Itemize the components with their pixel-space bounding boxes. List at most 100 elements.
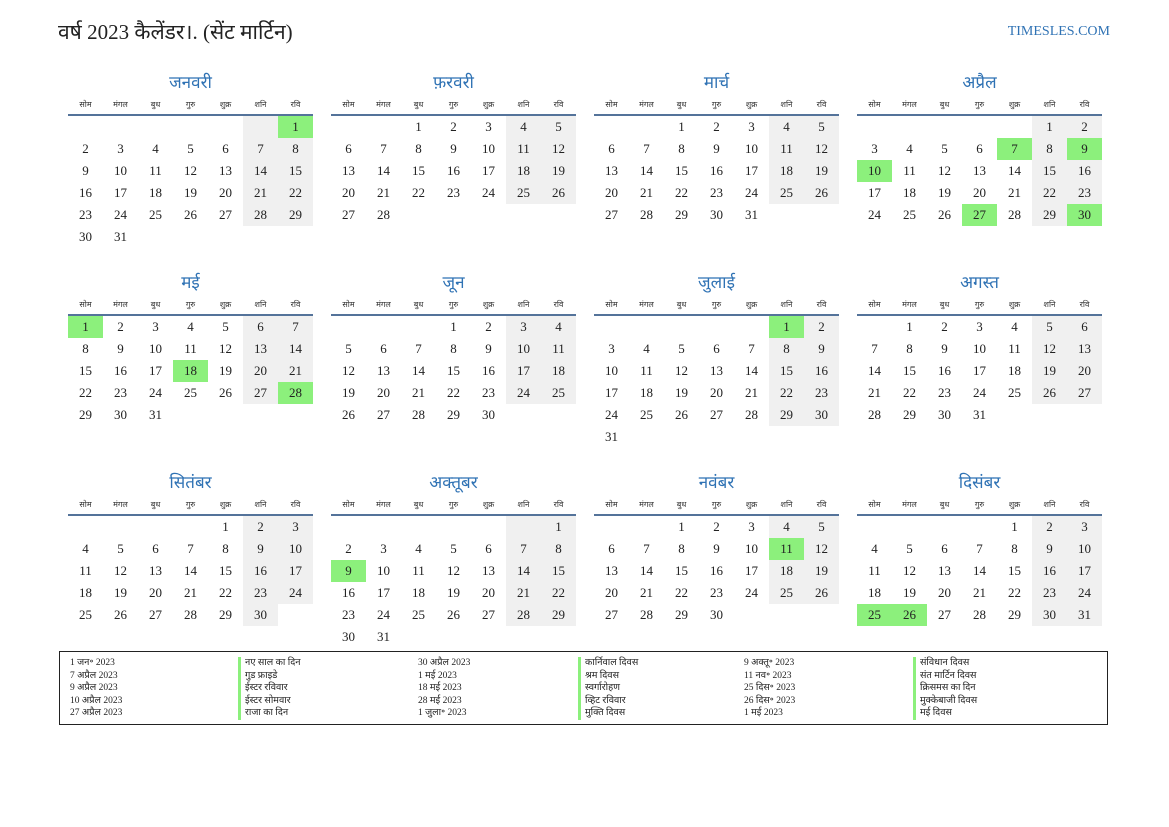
- weekday-label: शनि: [517, 99, 530, 109]
- empty-cell: [664, 316, 699, 338]
- empty-cell: [103, 516, 138, 538]
- month-calendar: जून सोम मंगल बुध गुरु शुक्र शनि रवि 1 2 3 4 5 6 7 8 9 10 1…: [331, 272, 576, 448]
- day-cell: 5: [906, 541, 913, 556]
- holiday-date: 28 मई 2023: [418, 695, 462, 706]
- day-cell: 7: [243, 138, 278, 160]
- day-cell: 10: [114, 163, 127, 178]
- empty-cell: [401, 316, 436, 338]
- day-cell: 4: [1011, 319, 1018, 334]
- weekday-label: रवि: [290, 499, 301, 509]
- day-cell: 28: [506, 604, 541, 626]
- day-cell: 5: [187, 141, 194, 156]
- day-cell: 27: [149, 607, 162, 622]
- day-cell: 11: [903, 163, 916, 178]
- day-cell: 20: [973, 185, 986, 200]
- day-cell: 25: [640, 407, 653, 422]
- month-name: अप्रैल: [962, 73, 997, 92]
- day-cell: 11: [79, 563, 92, 578]
- day-cell: 23: [482, 385, 495, 400]
- day-cell: 6: [222, 141, 229, 156]
- weekday-label: शनि: [780, 99, 793, 109]
- day-cell: 19: [447, 585, 460, 600]
- day-cell: 19: [184, 185, 197, 200]
- day-cell: 23: [710, 185, 723, 200]
- weekday-label: सोम: [868, 499, 881, 509]
- holiday-table: 1 जन॰ 2023 7 अप्रैल 2023 9 अप्रैल 2023 10 अ…: [59, 651, 1108, 725]
- day-cell: 7: [976, 541, 983, 556]
- day-cell: 4: [643, 341, 650, 356]
- day-cell: 13: [243, 338, 278, 360]
- empty-cell: [962, 516, 997, 538]
- day-cell: 9: [713, 141, 720, 156]
- day-cell: 16: [114, 363, 127, 378]
- day-cell: 8: [450, 341, 457, 356]
- weekday-label: शुक्र: [1008, 299, 1021, 309]
- holiday-name: क्रिसमस का दिन: [913, 682, 977, 695]
- holiday-name: व्हिट रविवार: [578, 694, 638, 707]
- weekday-label: बुध: [939, 499, 950, 509]
- weekday-label: गुरु: [711, 299, 722, 309]
- empty-cell: [927, 516, 962, 538]
- day-cell: 23: [1032, 582, 1067, 604]
- day-cell: 24: [973, 385, 986, 400]
- day-cell: 18: [769, 560, 804, 582]
- month-name: सितंबर: [169, 473, 212, 492]
- day-cell: 16: [1067, 160, 1102, 182]
- day-cell: 4: [152, 141, 159, 156]
- day-cell: 2: [345, 541, 352, 556]
- empty-cell: [366, 316, 401, 338]
- empty-cell: [103, 116, 138, 138]
- day-cell: 18: [79, 585, 92, 600]
- day-cell: 16: [243, 560, 278, 582]
- month-calendar: सितंबर सोम मंगल बुध गुरु शुक्र शनि रवि 1 2 3 4 5 6 7 8 9…: [68, 472, 313, 648]
- day-cell: 24: [114, 207, 127, 222]
- day-cell: 16: [710, 163, 723, 178]
- day-cell: 15: [541, 560, 576, 582]
- day-cell: 19: [114, 585, 127, 600]
- day-cell: 4: [415, 541, 422, 556]
- day-cell: 24: [868, 207, 881, 222]
- holiday-names-column: संविधान दिवस संत मार्टिन दिवस क्रिसमस का द…: [913, 657, 977, 720]
- empty-cell: [997, 116, 1032, 138]
- day-cell: 14: [278, 338, 313, 360]
- day-cell: 2: [804, 316, 839, 338]
- day-cell: 2: [450, 119, 457, 134]
- day-cell: 23: [342, 607, 355, 622]
- day-cell: 24: [278, 582, 313, 604]
- day-cell: 7: [871, 341, 878, 356]
- day-cell: 31: [1067, 604, 1102, 626]
- day-cell: 28: [973, 607, 986, 622]
- day-cell: 21: [243, 182, 278, 204]
- site-link[interactable]: TIMESLES.COM: [1007, 24, 1110, 39]
- day-cell: 28: [377, 207, 390, 222]
- holiday-dates-column: 1 जन॰ 2023 7 अप्रैल 2023 9 अप्रैल 2023 10 अ…: [70, 657, 122, 720]
- day-cell: 7: [643, 141, 650, 156]
- weekday-label: शनि: [1043, 499, 1056, 509]
- day-cell: 4: [506, 116, 541, 138]
- day-cell: 19: [1032, 360, 1067, 382]
- day-cell: 9: [485, 341, 492, 356]
- day-cell: 27: [605, 607, 618, 622]
- day-cell: 16: [79, 185, 92, 200]
- day-cell: 9: [1032, 538, 1067, 560]
- day-cell: 22: [675, 185, 688, 200]
- weekday-header: सोम मंगल बुध गुरु शुक्र शनि रवि: [331, 94, 576, 116]
- weekday-label: सोम: [342, 99, 355, 109]
- day-cell: 11: [640, 363, 653, 378]
- day-cell: 2: [941, 319, 948, 334]
- day-cell: 6: [380, 341, 387, 356]
- day-cell: 18: [769, 160, 804, 182]
- empty-cell: [629, 116, 664, 138]
- empty-cell: [331, 116, 366, 138]
- empty-cell: [243, 116, 278, 138]
- day-cell: 14: [506, 560, 541, 582]
- day-cell: 5: [1032, 316, 1067, 338]
- day-cell: 9: [82, 163, 89, 178]
- empty-cell: [927, 116, 962, 138]
- day-cell: 26: [1032, 382, 1067, 404]
- day-cell: 8: [678, 141, 685, 156]
- day-cell: 29: [447, 407, 460, 422]
- weekday-label: सोम: [342, 499, 355, 509]
- weekday-label: मंगल: [113, 99, 128, 109]
- day-cell: 23: [79, 207, 92, 222]
